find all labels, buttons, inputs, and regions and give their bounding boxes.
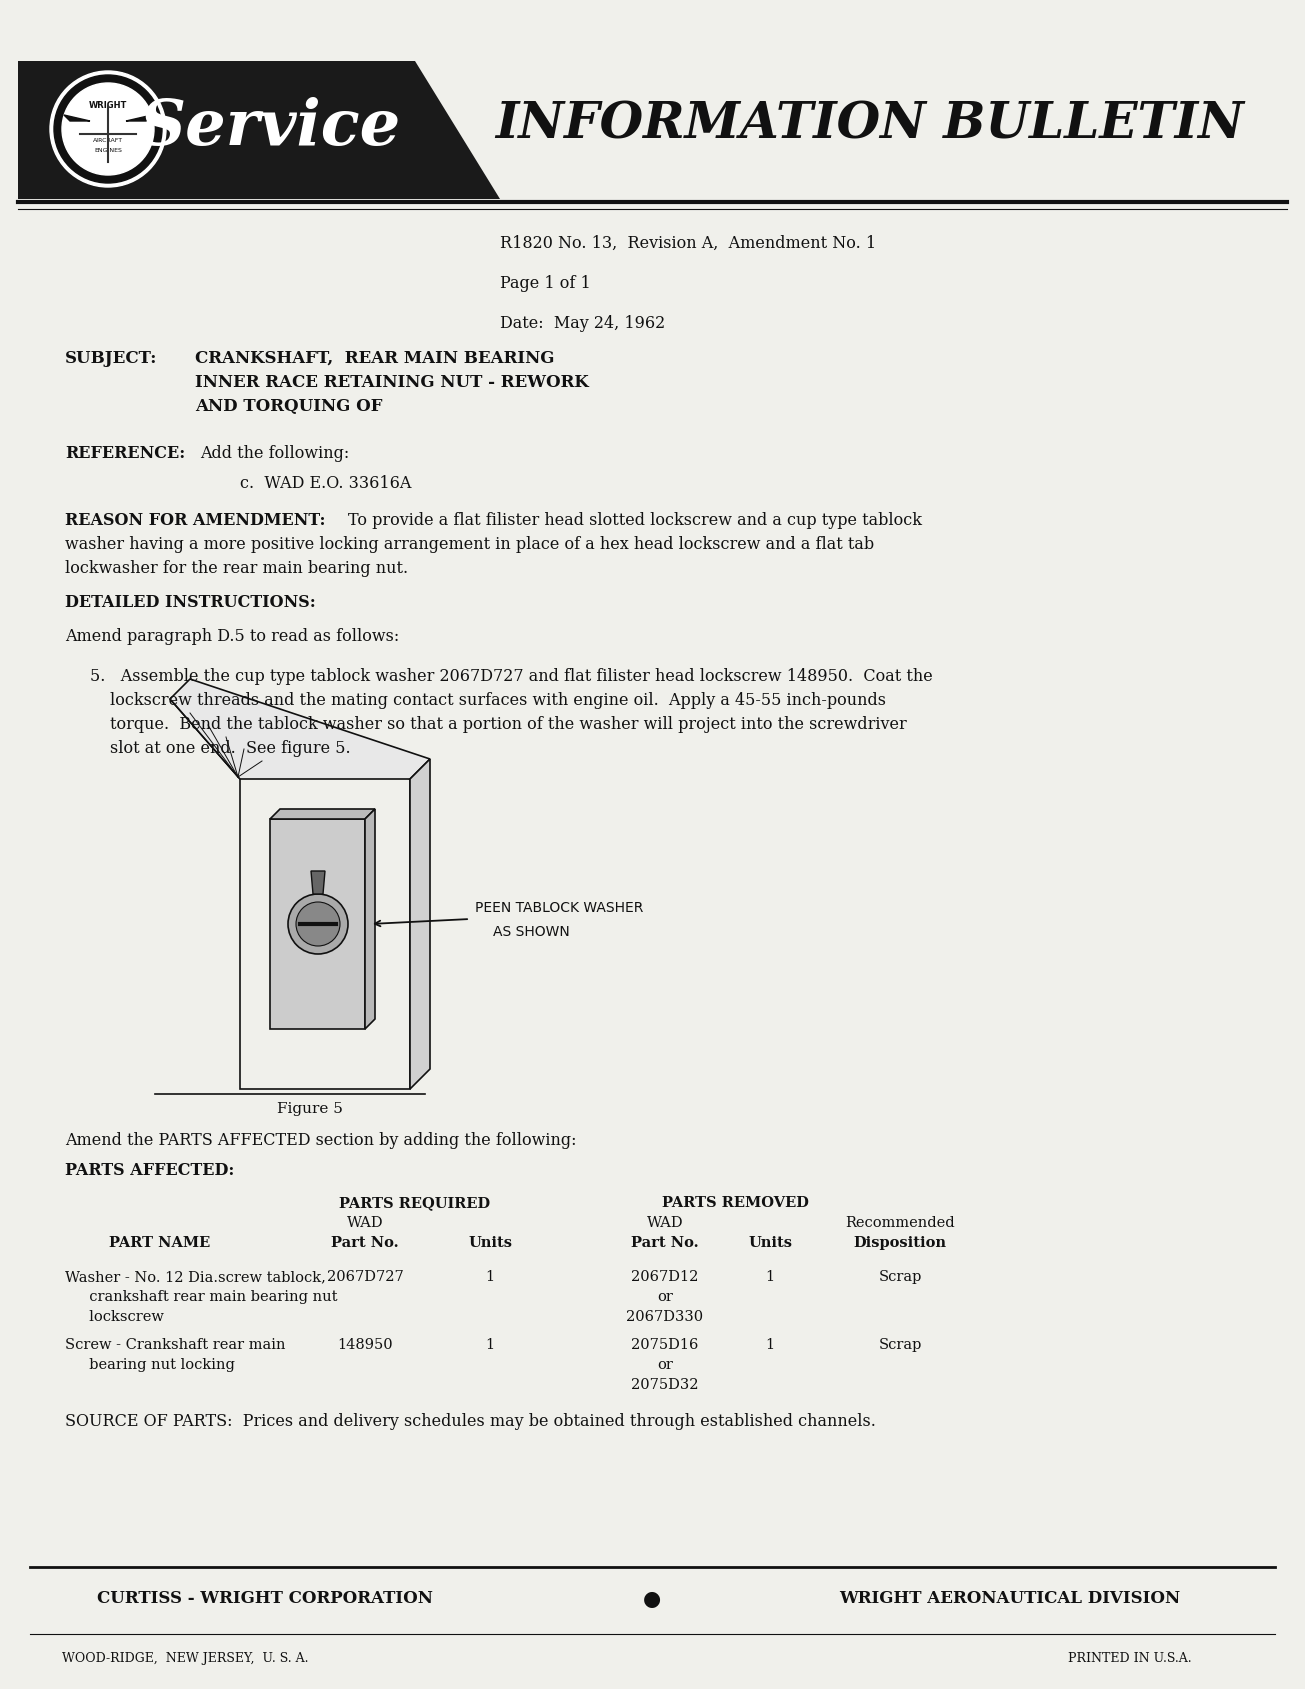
Text: Service: Service <box>140 98 401 159</box>
Text: 2067D12: 2067D12 <box>632 1268 698 1284</box>
Text: 1: 1 <box>485 1268 495 1284</box>
Text: PARTS REMOVED: PARTS REMOVED <box>662 1196 808 1209</box>
Text: INNER RACE RETAINING NUT - REWORK: INNER RACE RETAINING NUT - REWORK <box>194 373 589 390</box>
Text: slot at one end.  See figure 5.: slot at one end. See figure 5. <box>110 740 351 757</box>
Polygon shape <box>365 809 375 1029</box>
Text: SOURCE OF PARTS:  Prices and delivery schedules may be obtained through establis: SOURCE OF PARTS: Prices and delivery sch… <box>65 1412 876 1429</box>
Text: WAD: WAD <box>347 1216 384 1230</box>
Polygon shape <box>311 872 325 895</box>
Text: 148950: 148950 <box>337 1338 393 1351</box>
Text: ●: ● <box>643 1589 662 1608</box>
Text: AND TORQUING OF: AND TORQUING OF <box>194 399 382 415</box>
Polygon shape <box>170 679 431 780</box>
Text: CURTISS - WRIGHT CORPORATION: CURTISS - WRIGHT CORPORATION <box>97 1589 433 1606</box>
Text: Part No.: Part No. <box>632 1235 698 1250</box>
Polygon shape <box>270 809 375 819</box>
Text: Recommended: Recommended <box>846 1216 955 1230</box>
Text: lockwasher for the rear main bearing nut.: lockwasher for the rear main bearing nut… <box>65 559 408 576</box>
Polygon shape <box>18 62 500 199</box>
Text: SUBJECT:: SUBJECT: <box>65 350 158 367</box>
Text: REASON FOR AMENDMENT:: REASON FOR AMENDMENT: <box>65 512 325 529</box>
Text: WOOD-RIDGE,  NEW JERSEY,  U. S. A.: WOOD-RIDGE, NEW JERSEY, U. S. A. <box>61 1652 308 1664</box>
Text: INFORMATION BULLETIN: INFORMATION BULLETIN <box>496 100 1245 149</box>
Text: REFERENCE:: REFERENCE: <box>65 444 185 461</box>
Text: Add the following:: Add the following: <box>200 444 350 461</box>
Text: crankshaft rear main bearing nut: crankshaft rear main bearing nut <box>80 1289 338 1304</box>
Text: Units: Units <box>748 1235 792 1250</box>
Text: or: or <box>656 1289 673 1304</box>
Text: Figure 5: Figure 5 <box>277 1101 343 1115</box>
Text: or: or <box>656 1358 673 1371</box>
Polygon shape <box>410 760 431 1089</box>
Text: Units: Units <box>468 1235 512 1250</box>
Text: PARTS REQUIRED: PARTS REQUIRED <box>339 1196 491 1209</box>
Text: washer having a more positive locking arrangement in place of a hex head lockscr: washer having a more positive locking ar… <box>65 535 874 552</box>
Polygon shape <box>127 117 151 122</box>
Text: WRIGHT AERONAUTICAL DIVISION: WRIGHT AERONAUTICAL DIVISION <box>839 1589 1181 1606</box>
Text: AIRCRAFT: AIRCRAFT <box>93 137 123 142</box>
Text: 1: 1 <box>485 1338 495 1351</box>
Polygon shape <box>270 819 365 1029</box>
Text: 2075D16: 2075D16 <box>632 1338 698 1351</box>
Text: 5.   Assemble the cup type tablock washer 2067D727 and flat filister head locksc: 5. Assemble the cup type tablock washer … <box>90 667 933 684</box>
Text: 1: 1 <box>766 1268 775 1284</box>
Circle shape <box>54 76 162 184</box>
Text: Scrap: Scrap <box>878 1268 921 1284</box>
Polygon shape <box>64 117 90 122</box>
Text: 2075D32: 2075D32 <box>632 1377 698 1392</box>
Text: Date:  May 24, 1962: Date: May 24, 1962 <box>500 314 666 331</box>
Text: ENGINES: ENGINES <box>94 147 121 152</box>
Text: CRANKSHAFT,  REAR MAIN BEARING: CRANKSHAFT, REAR MAIN BEARING <box>194 350 555 367</box>
Text: Screw - Crankshaft rear main: Screw - Crankshaft rear main <box>65 1338 286 1351</box>
Text: Washer - No. 12 Dia.screw tablock,: Washer - No. 12 Dia.screw tablock, <box>65 1268 326 1284</box>
Circle shape <box>296 902 341 946</box>
Text: 2067D727: 2067D727 <box>326 1268 403 1284</box>
Text: PEEN TABLOCK WASHER: PEEN TABLOCK WASHER <box>475 900 643 914</box>
Text: PRINTED IN U.S.A.: PRINTED IN U.S.A. <box>1069 1652 1191 1664</box>
Circle shape <box>288 895 348 954</box>
Text: R1820 No. 13,  Revision A,  Amendment No. 1: R1820 No. 13, Revision A, Amendment No. … <box>500 235 876 252</box>
Text: c.  WAD E.O. 33616A: c. WAD E.O. 33616A <box>240 475 411 491</box>
Text: To provide a flat filister head slotted lockscrew and a cup type tablock: To provide a flat filister head slotted … <box>348 512 923 529</box>
Text: 1: 1 <box>766 1338 775 1351</box>
Text: Part No.: Part No. <box>331 1235 399 1250</box>
Text: Amend the PARTS AFFECTED section by adding the following:: Amend the PARTS AFFECTED section by addi… <box>65 1132 577 1149</box>
Text: Scrap: Scrap <box>878 1338 921 1351</box>
Text: AS SHOWN: AS SHOWN <box>493 924 570 939</box>
Text: Page 1 of 1: Page 1 of 1 <box>500 275 591 292</box>
Circle shape <box>63 84 154 176</box>
Text: bearing nut locking: bearing nut locking <box>80 1358 235 1371</box>
Text: lockscrew: lockscrew <box>80 1309 164 1322</box>
Text: Amend paragraph D.5 to read as follows:: Amend paragraph D.5 to read as follows: <box>65 628 399 645</box>
Text: DETAILED INSTRUCTIONS:: DETAILED INSTRUCTIONS: <box>65 593 316 611</box>
Text: PARTS AFFECTED:: PARTS AFFECTED: <box>65 1162 235 1179</box>
Text: WAD: WAD <box>647 1216 684 1230</box>
Circle shape <box>50 73 166 187</box>
Text: WRIGHT: WRIGHT <box>89 101 127 110</box>
Text: 2067D330: 2067D330 <box>626 1309 703 1322</box>
Text: Disposition: Disposition <box>853 1235 946 1250</box>
Text: torque.  Bend the tablock washer so that a portion of the washer will project in: torque. Bend the tablock washer so that … <box>110 716 907 733</box>
Text: lockscrew threads and the mating contact surfaces with engine oil.  Apply a 45-5: lockscrew threads and the mating contact… <box>110 691 886 709</box>
Text: PART NAME: PART NAME <box>110 1235 210 1250</box>
